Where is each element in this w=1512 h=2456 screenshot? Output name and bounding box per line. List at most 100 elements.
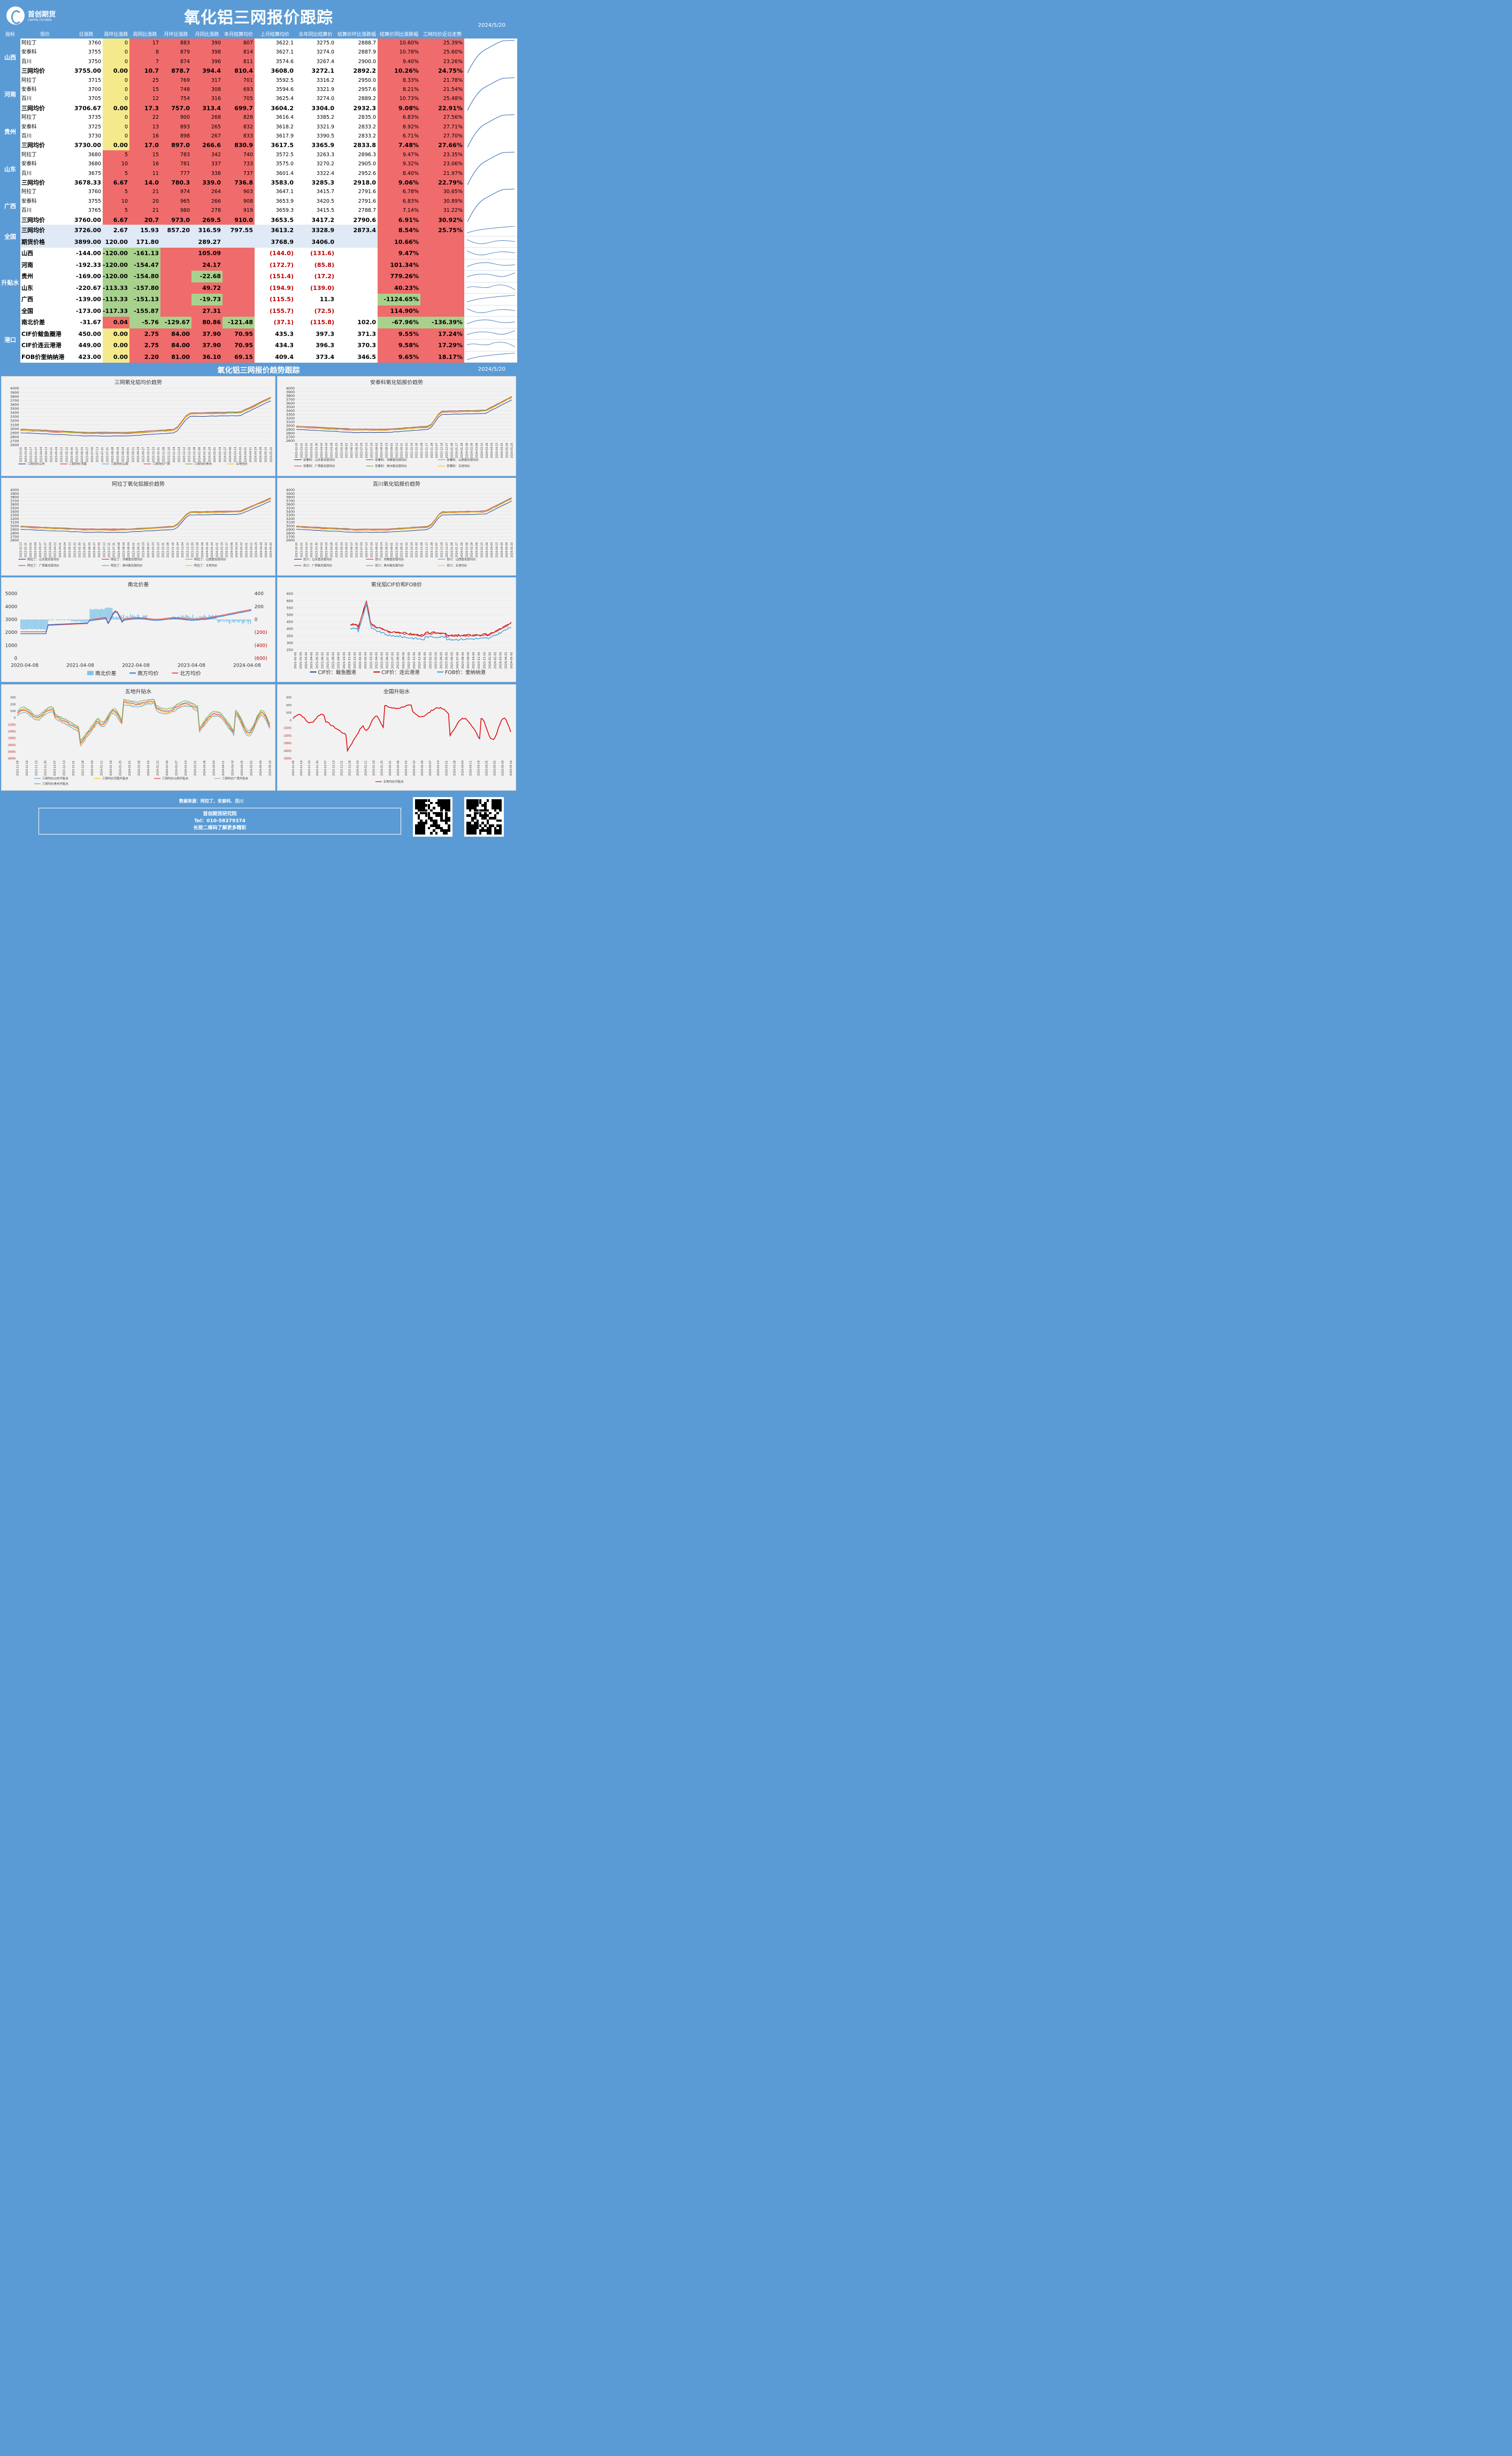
sparkline bbox=[464, 225, 517, 236]
value-cell: -161.13 bbox=[129, 248, 160, 259]
x-tick-label: 2023-10-30 bbox=[416, 542, 419, 558]
chart-title: 三网氧化铝均价趋势 bbox=[114, 379, 162, 386]
y-tick-label: 3500 bbox=[10, 407, 19, 411]
x-tick-label: 2023-11-08 bbox=[420, 443, 424, 458]
x-tick-label: 2022-04-08 bbox=[122, 663, 150, 668]
x-tick-label: 2021-10-01 bbox=[343, 652, 346, 669]
x-tick-label: 2023-12-04 bbox=[181, 542, 185, 558]
value-cell: 0 bbox=[103, 57, 129, 67]
x-tick-label: 2023-07-13 bbox=[96, 447, 99, 463]
spread-bar bbox=[34, 619, 35, 629]
spread-bar bbox=[189, 617, 190, 619]
x-tick-label: 2024-03-22 bbox=[240, 542, 243, 558]
value-cell: 308 bbox=[191, 85, 222, 95]
x-tick-label: 2024-04-08 bbox=[233, 663, 261, 668]
x-tick-label: 2023-02-20 bbox=[295, 542, 298, 558]
value-cell: 3617.9 bbox=[255, 132, 295, 141]
x-tick-label: 2024-01-18 bbox=[373, 761, 376, 776]
x-tick-label: 2021-09-01 bbox=[337, 652, 341, 669]
value-cell: 10.60% bbox=[378, 39, 420, 48]
x-tick-label: 2024-05-20 bbox=[511, 443, 514, 458]
x-tick-label: 2023-07-24 bbox=[370, 542, 373, 558]
x-tick-label: 2024-02-01 bbox=[128, 761, 132, 776]
x-tick-label: 2023-03-17 bbox=[29, 447, 33, 463]
legend-label: 安泰科：贵州氧化铝均价 bbox=[375, 464, 407, 468]
spread-bar bbox=[146, 615, 148, 619]
y-tick-label: 3000 bbox=[286, 424, 295, 428]
value-cell bbox=[160, 248, 191, 259]
x-tick-label: 2023-03-17 bbox=[39, 542, 42, 558]
qr-code-icon[interactable] bbox=[413, 797, 452, 837]
y-tick-label: (500) bbox=[283, 758, 291, 761]
value-cell: 2788.7 bbox=[336, 206, 378, 216]
spread-bar bbox=[64, 619, 65, 621]
spread-bar bbox=[222, 619, 224, 621]
row-label: 三网均价 bbox=[20, 66, 70, 76]
value-cell: -173.00 bbox=[70, 305, 103, 317]
value-cell: 833 bbox=[222, 132, 255, 141]
region-label: 山东 bbox=[0, 150, 20, 188]
x-tick-label: 2024-03-06 bbox=[231, 542, 234, 558]
value-cell bbox=[420, 271, 464, 282]
legend-label: 三网均价山东升贴水 bbox=[42, 776, 69, 781]
row-label: 阿拉丁 bbox=[20, 113, 70, 123]
x-tick-label: 2022-09-01 bbox=[402, 652, 405, 669]
y-tick-label: 0 bbox=[14, 656, 18, 661]
value-cell: 265 bbox=[191, 122, 222, 132]
series-line bbox=[350, 600, 512, 638]
y-tick-label: 3900 bbox=[10, 391, 19, 395]
spread-bar bbox=[190, 616, 191, 619]
value-cell: 701 bbox=[222, 75, 255, 85]
value-cell: (17.2) bbox=[295, 271, 336, 282]
logo-mark-icon bbox=[6, 6, 25, 25]
value-cell: 832 bbox=[222, 122, 255, 132]
logo-english: CAPITAL FUTURES bbox=[28, 19, 52, 22]
chart-panel-aladdin: 阿拉丁氧化铝报价趋势 2600 2700 2800 2900 3000 3100 3200 33… bbox=[1, 478, 275, 576]
x-tick-label: 2024-01-18 bbox=[110, 761, 113, 776]
value-cell: 3627.1 bbox=[255, 48, 295, 57]
value-cell bbox=[336, 282, 378, 294]
y-tick-label: 4000 bbox=[10, 488, 19, 492]
value-cell: 3328.9 bbox=[295, 225, 336, 236]
value-cell: 3415.7 bbox=[295, 187, 336, 197]
value-cell: 6.83% bbox=[378, 196, 420, 206]
spread-bar bbox=[90, 609, 92, 619]
value-cell: 3706.67 bbox=[70, 103, 103, 113]
y-tick-label: 2800 bbox=[286, 531, 295, 535]
x-tick-label: 2024-02-08 bbox=[397, 761, 400, 776]
value-cell: 0.00 bbox=[103, 351, 129, 363]
x-tick-label: 2023-12-21 bbox=[340, 761, 343, 776]
spread-bar bbox=[249, 619, 250, 622]
spread-bar bbox=[235, 619, 236, 622]
x-tick-label: 2024-03-21 bbox=[445, 761, 448, 776]
spread-bar bbox=[26, 619, 27, 630]
value-cell: 370.3 bbox=[336, 340, 378, 351]
value-cell: 3899.00 bbox=[70, 236, 103, 248]
value-cell: -139.00 bbox=[70, 294, 103, 305]
value-cell: 3592.5 bbox=[255, 75, 295, 85]
x-tick-label: 2023-06-15 bbox=[81, 447, 84, 463]
value-cell bbox=[222, 305, 255, 317]
value-cell: 313.4 bbox=[191, 103, 222, 113]
spread-bar bbox=[188, 615, 189, 619]
value-cell: 7 bbox=[129, 57, 160, 67]
legend-label: 南方均价 bbox=[137, 670, 159, 677]
x-tick-label: 2023-10-19 bbox=[410, 542, 413, 558]
value-cell: 3647.1 bbox=[255, 187, 295, 197]
value-cell: 2957.6 bbox=[336, 85, 378, 95]
value-cell: 3275.0 bbox=[295, 39, 336, 48]
value-cell: 3321.9 bbox=[295, 122, 336, 132]
chart-panel-national-premium: 全国升贴水 300 200 100 0 (100) (200) (300) (400) (500)… bbox=[277, 684, 516, 791]
qr-code-icon[interactable] bbox=[464, 797, 504, 837]
row-label: 三网均价 bbox=[20, 141, 70, 150]
spread-bar bbox=[74, 619, 76, 622]
y-tick-label: 3300 bbox=[10, 513, 19, 517]
value-cell: 2790.6 bbox=[336, 215, 378, 225]
chart-north-south-spread: 南北价差5000400030002000100004002000(200)(40… bbox=[5, 581, 267, 677]
spread-bar bbox=[144, 615, 145, 619]
spread-bar bbox=[239, 619, 240, 623]
value-cell: 3285.3 bbox=[295, 178, 336, 188]
x-tick-label: 2023-03-27 bbox=[44, 542, 47, 558]
x-tick-label: 2024-02-29 bbox=[166, 761, 169, 776]
x-tick-label: 2024-03-14 bbox=[235, 542, 239, 558]
